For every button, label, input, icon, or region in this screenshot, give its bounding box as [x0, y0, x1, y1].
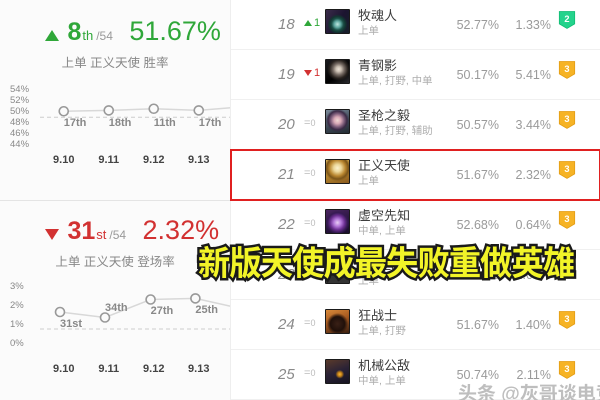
svg-text:9.10: 9.10 — [53, 154, 74, 166]
svg-text:3: 3 — [564, 64, 569, 74]
svg-text:31st: 31st — [60, 318, 82, 330]
svg-text:3%: 3% — [10, 281, 24, 292]
svg-text:9.11: 9.11 — [98, 363, 119, 375]
svg-text:17th: 17th — [64, 117, 87, 129]
svg-text:2: 2 — [564, 14, 569, 24]
svg-text:9.12: 9.12 — [143, 154, 164, 166]
svg-text:46%: 46% — [10, 128, 30, 139]
svg-text:9.11: 9.11 — [98, 154, 119, 166]
svg-text:18th: 18th — [109, 117, 132, 129]
svg-text:17th: 17th — [199, 117, 222, 129]
svg-text:54%: 54% — [10, 84, 30, 95]
svg-text:34th: 34th — [105, 302, 128, 314]
svg-text:52%: 52% — [10, 95, 30, 106]
svg-text:9.10: 9.10 — [53, 363, 74, 375]
svg-text:3: 3 — [564, 314, 569, 324]
svg-text:44%: 44% — [10, 139, 30, 150]
svg-text:3: 3 — [564, 164, 569, 174]
svg-text:3: 3 — [564, 114, 569, 124]
svg-text:11th: 11th — [154, 117, 176, 129]
svg-text:27th: 27th — [151, 305, 174, 317]
svg-text:9.13: 9.13 — [188, 154, 209, 166]
svg-text:9.13: 9.13 — [188, 363, 209, 375]
svg-text:3: 3 — [564, 214, 569, 224]
svg-text:25th: 25th — [195, 304, 218, 316]
svg-text:2%: 2% — [10, 300, 24, 311]
svg-text:1%: 1% — [10, 319, 24, 330]
svg-text:3: 3 — [564, 364, 569, 374]
svg-text:0%: 0% — [10, 338, 24, 349]
svg-text:9.12: 9.12 — [143, 363, 164, 375]
svg-text:50%: 50% — [10, 106, 30, 117]
svg-text:48%: 48% — [10, 117, 30, 128]
